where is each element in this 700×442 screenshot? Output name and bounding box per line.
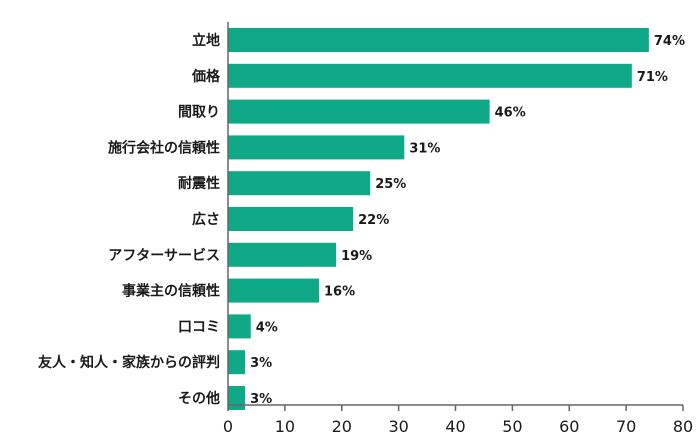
value-label: 3% bbox=[250, 392, 272, 407]
value-label: 22% bbox=[358, 213, 389, 228]
bar bbox=[228, 63, 632, 88]
value-label: 4% bbox=[256, 320, 278, 335]
bar bbox=[228, 171, 371, 196]
bar bbox=[228, 28, 649, 52]
value-label: 71% bbox=[637, 70, 668, 85]
value-label: 46% bbox=[495, 106, 526, 121]
bar bbox=[228, 207, 354, 231]
value-label: 31% bbox=[409, 141, 440, 156]
value-label: 16% bbox=[324, 285, 355, 300]
category-label: アフターサービス bbox=[108, 248, 220, 264]
x-tick-label: 60 bbox=[559, 417, 579, 436]
bar bbox=[228, 350, 246, 375]
x-tick-label: 70 bbox=[616, 417, 636, 436]
bar bbox=[228, 242, 337, 267]
value-label: 25% bbox=[375, 177, 406, 192]
category-label: 施行会社の信頼性 bbox=[108, 139, 220, 156]
x-tick-label: 0 bbox=[223, 417, 233, 436]
category-label: 事業主の信頼性 bbox=[122, 283, 220, 300]
bars-layer bbox=[228, 28, 649, 410]
category-label: 耐震性 bbox=[178, 175, 220, 192]
value-label: 3% bbox=[250, 356, 272, 371]
bar bbox=[228, 314, 251, 339]
value-label: 74% bbox=[654, 34, 685, 49]
bar bbox=[228, 99, 490, 124]
bar bbox=[228, 278, 319, 303]
category-label: 広さ bbox=[192, 211, 220, 228]
x-tick-label: 80 bbox=[673, 417, 693, 436]
category-labels: 立地価格間取り施行会社の信頼性耐震性広さアフターサービス事業主の信頼性口コミ友人… bbox=[38, 32, 221, 407]
x-tick-label: 30 bbox=[388, 417, 408, 436]
x-tick-label: 10 bbox=[275, 417, 295, 436]
category-label: 価格 bbox=[191, 68, 221, 85]
category-label: 間取り bbox=[178, 105, 220, 121]
x-tick-label: 20 bbox=[332, 417, 352, 436]
category-label: その他 bbox=[178, 390, 220, 407]
x-tick-label: 50 bbox=[502, 417, 522, 436]
bar bbox=[228, 386, 246, 410]
value-label: 19% bbox=[341, 249, 372, 264]
category-label: 口コミ bbox=[178, 319, 220, 335]
value-labels: 74% 71% 46% 31% 25% 22% 19% 16% 4% 3% 3% bbox=[250, 34, 685, 407]
category-label: 立地 bbox=[192, 32, 220, 49]
x-axis-ticks: 0 10 20 30 40 50 60 70 80 bbox=[223, 405, 693, 436]
x-tick-label: 40 bbox=[445, 417, 465, 436]
bar bbox=[228, 135, 405, 160]
category-label: 友人・知人・家族からの評判 bbox=[38, 354, 220, 371]
